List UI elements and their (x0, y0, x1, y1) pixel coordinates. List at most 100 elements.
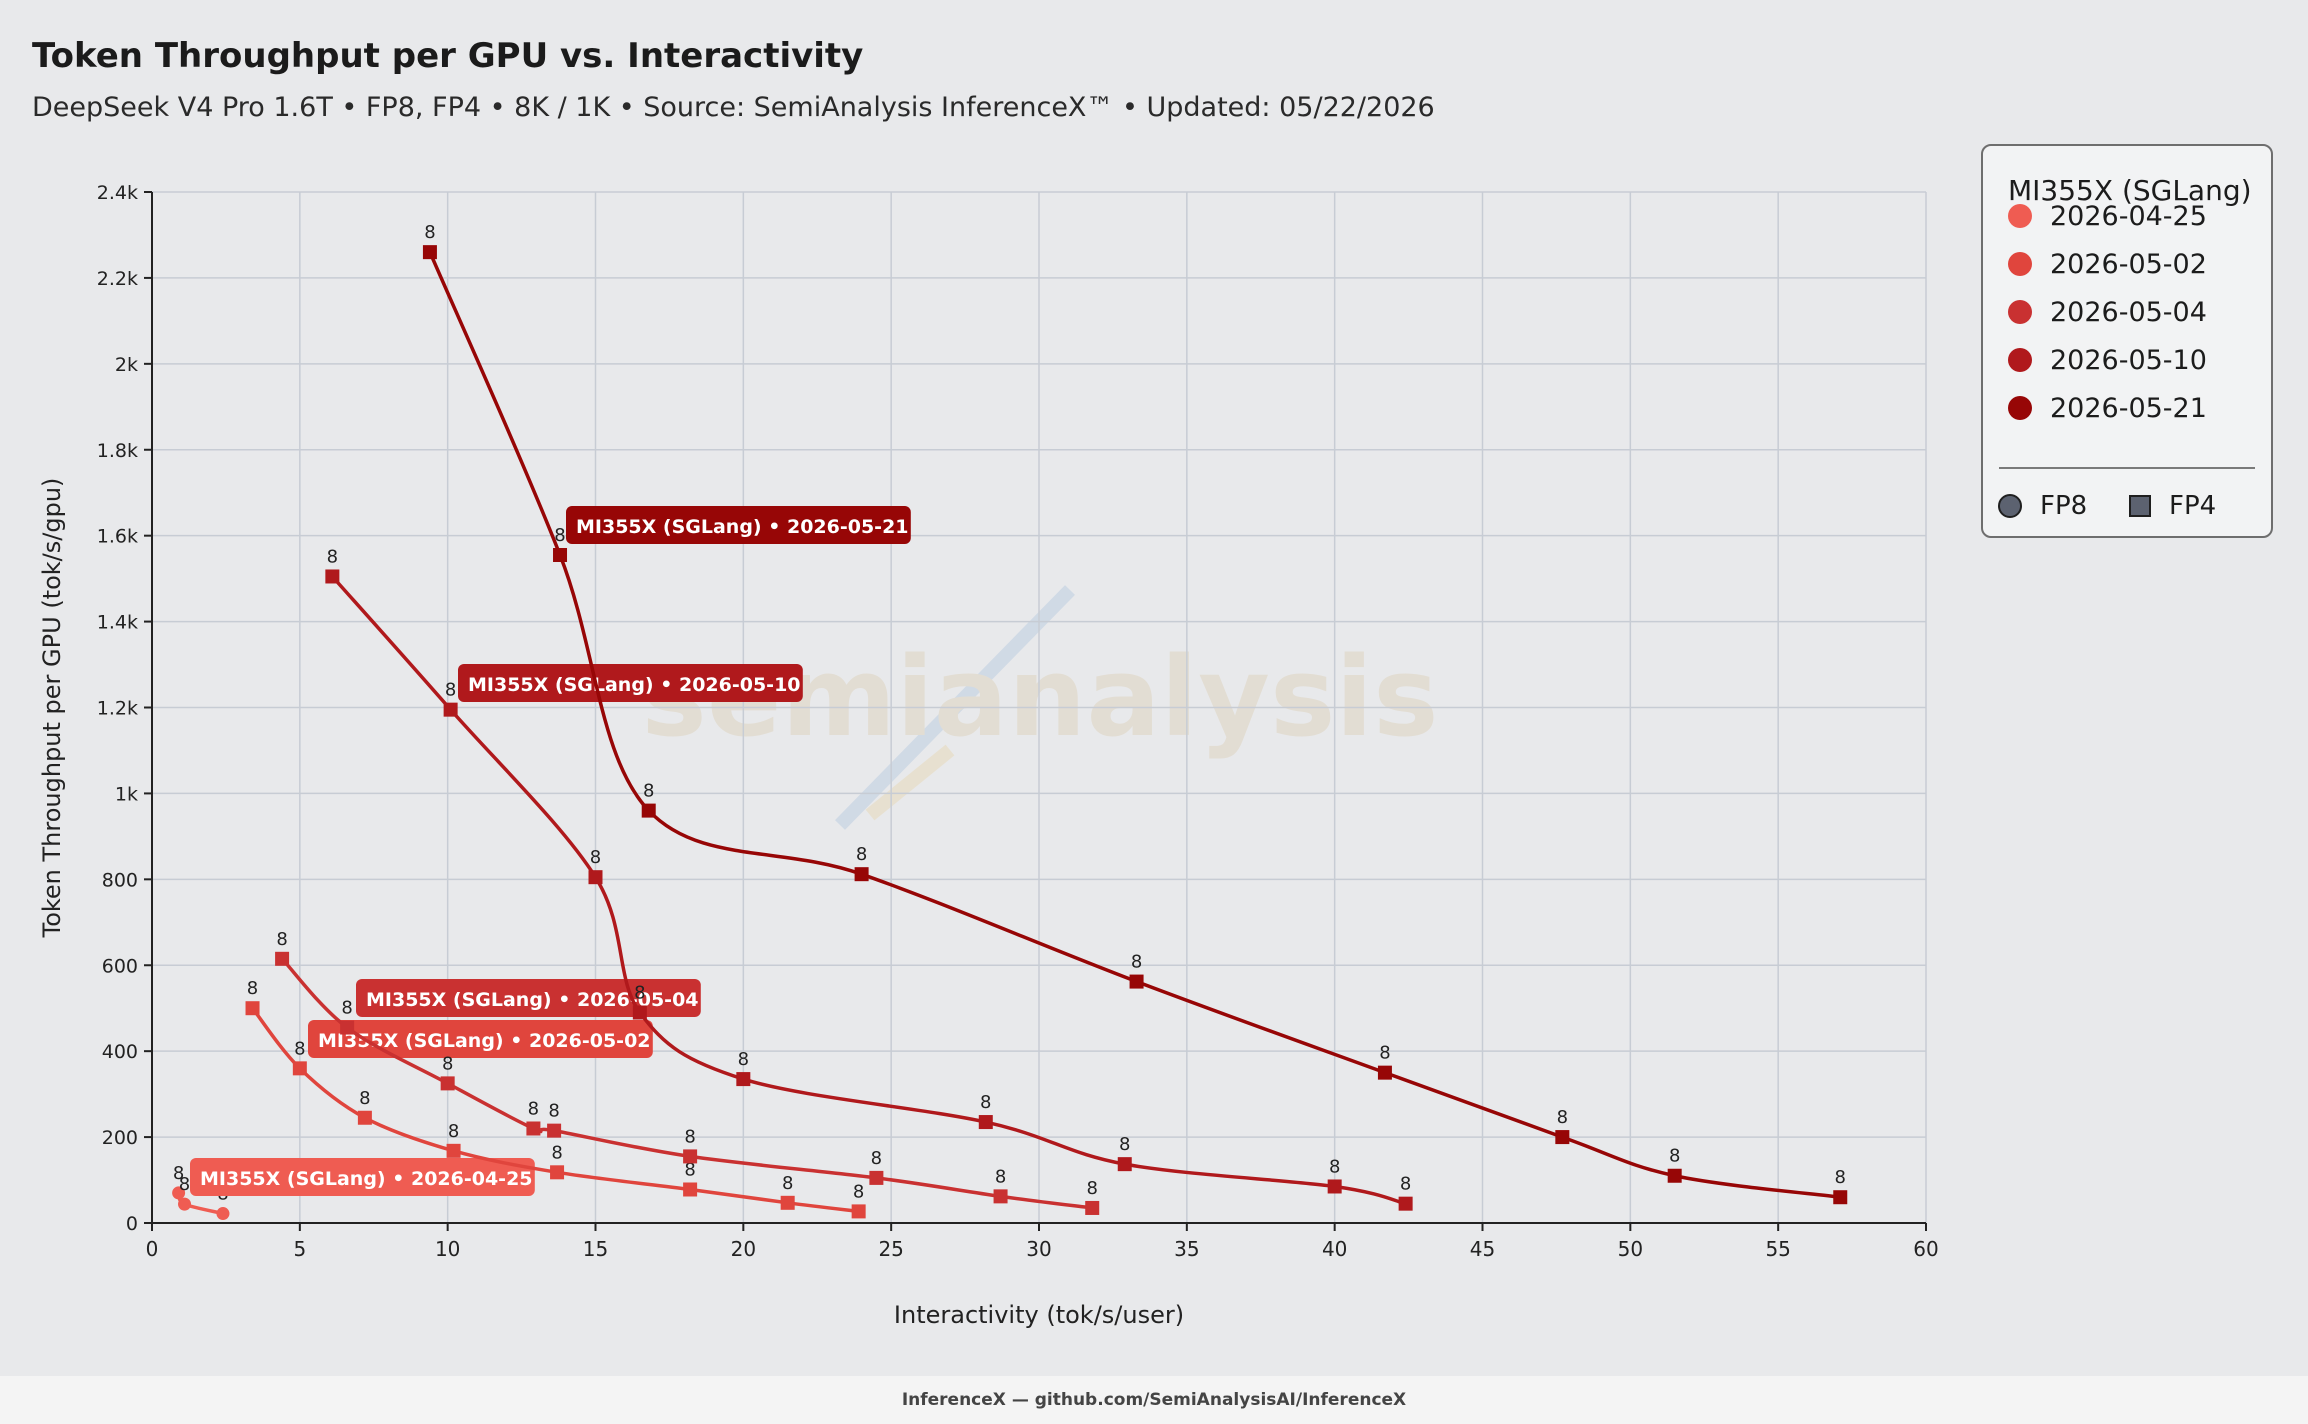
data-point (293, 1061, 307, 1075)
data-point (642, 804, 656, 818)
series-tag: MI355X (SGLang) • 2026-05-02 (308, 1020, 653, 1058)
y-tick-label: 2.4k (97, 182, 138, 204)
series-tag: MI355X (SGLang) • 2026-05-10 (458, 664, 803, 702)
series-tag-label: MI355X (SGLang) • 2026-05-21 (576, 516, 909, 538)
point-label: 8 (442, 1053, 453, 1074)
point-label: 8 (634, 983, 645, 1004)
point-label: 8 (276, 929, 287, 950)
point-label: 8 (1400, 1174, 1411, 1195)
y-tick-label: 1k (115, 783, 138, 805)
y-tick-label: 800 (102, 869, 138, 891)
point-label: 8 (179, 1174, 190, 1195)
legend-item-label: 2026-05-02 (2050, 249, 2207, 280)
data-point (1118, 1157, 1132, 1171)
point-label: 8 (684, 1126, 695, 1147)
data-point (979, 1115, 993, 1129)
x-tick-label: 5 (293, 1237, 306, 1261)
point-label: 8 (1119, 1134, 1130, 1155)
data-point (246, 1001, 260, 1015)
y-tick-label: 2.2k (97, 268, 138, 290)
legend: MI355X (SGLang) 2026-04-25 2026-05-02 2026… (1981, 144, 2273, 538)
legend-shape-label: FP4 (2169, 491, 2216, 521)
data-point (178, 1198, 191, 1211)
data-point (1399, 1197, 1413, 1211)
x-tick-label: 30 (1026, 1237, 1051, 1261)
series-tag-label: MI355X (SGLang) • 2026-04-25 (200, 1168, 533, 1190)
legend-item-2026-05-04[interactable]: 2026-05-04 (2008, 292, 2207, 332)
y-tick-label: 400 (102, 1041, 138, 1063)
data-point (547, 1124, 561, 1138)
x-axis-label: Interactivity (tok/s/user) (894, 1301, 1184, 1329)
x-tick-label: 20 (731, 1237, 756, 1261)
series-tag: MI355X (SGLang) • 2026-04-25 (190, 1158, 535, 1196)
y-tick-label: 2k (115, 354, 138, 376)
y-tick-label: 1.4k (97, 612, 138, 634)
legend-color-dot-icon (2008, 348, 2032, 372)
point-label: 8 (1379, 1043, 1390, 1064)
legend-item-2026-04-25[interactable]: 2026-04-25 (2008, 196, 2207, 236)
legend-item-2026-05-02[interactable]: 2026-05-02 (2008, 244, 2207, 284)
circle-marker-icon (1998, 494, 2022, 518)
point-label: 8 (1329, 1156, 1340, 1177)
footer: InferenceX — github.com/SemiAnalysisAI/I… (0, 1376, 2308, 1424)
point-label: 8 (995, 1166, 1006, 1187)
point-label: 8 (871, 1148, 882, 1169)
data-point (444, 703, 458, 717)
data-point (441, 1076, 455, 1090)
legend-color-dot-icon (2008, 204, 2032, 228)
x-tick-label: 40 (1322, 1237, 1347, 1261)
y-tick-label: 600 (102, 955, 138, 977)
point-label: 8 (445, 680, 456, 701)
point-label: 8 (643, 781, 654, 802)
data-point (526, 1121, 540, 1135)
point-label: 8 (1086, 1178, 1097, 1199)
data-point (275, 952, 289, 966)
x-tick-label: 45 (1470, 1237, 1495, 1261)
legend-shape-fp4[interactable]: FP4 (2129, 486, 2216, 526)
data-point (1130, 975, 1144, 989)
data-point (1668, 1169, 1682, 1183)
data-point (781, 1196, 795, 1210)
data-point (358, 1111, 372, 1125)
data-point (423, 245, 437, 259)
legend-color-dot-icon (2008, 252, 2032, 276)
point-label: 8 (1131, 952, 1142, 973)
series-tag: MI355X (SGLang) • 2026-05-21 (566, 506, 911, 544)
y-tick-label: 200 (102, 1127, 138, 1149)
legend-color-dot-icon (2008, 396, 2032, 420)
legend-item-label: 2026-05-21 (2050, 393, 2207, 424)
data-point (994, 1189, 1008, 1203)
data-point (216, 1207, 229, 1220)
point-label: 8 (247, 978, 258, 999)
point-label: 8 (590, 847, 601, 868)
x-tick-label: 10 (435, 1237, 460, 1261)
x-tick-label: 0 (146, 1237, 159, 1261)
point-label: 8 (448, 1121, 459, 1142)
data-point (869, 1171, 883, 1185)
data-point (633, 1006, 647, 1020)
series-tag-label: MI355X (SGLang) • 2026-05-04 (366, 989, 699, 1011)
legend-item-2026-05-10[interactable]: 2026-05-10 (2008, 340, 2207, 380)
data-point (683, 1149, 697, 1163)
point-label: 8 (853, 1181, 864, 1202)
data-point (736, 1072, 750, 1086)
point-label: 8 (424, 222, 435, 243)
x-tick-label: 60 (1913, 1237, 1938, 1261)
legend-item-2026-05-21[interactable]: 2026-05-21 (2008, 388, 2207, 428)
data-point (553, 548, 567, 562)
point-label: 8 (359, 1088, 370, 1109)
point-label: 8 (551, 1142, 562, 1163)
legend-shape-fp8[interactable]: FP8 (1998, 486, 2087, 526)
x-tick-label: 35 (1174, 1237, 1199, 1261)
x-tick-label: 15 (583, 1237, 608, 1261)
data-point (1085, 1201, 1099, 1215)
point-label: 8 (341, 998, 352, 1019)
point-label: 8 (782, 1173, 793, 1194)
legend-shape-label: FP8 (2040, 491, 2087, 521)
data-point (855, 867, 869, 881)
data-point (447, 1144, 461, 1158)
point-label: 8 (738, 1049, 749, 1070)
y-tick-label: 0 (126, 1213, 138, 1235)
legend-item-label: 2026-04-25 (2050, 201, 2207, 232)
point-label: 8 (1835, 1167, 1846, 1188)
